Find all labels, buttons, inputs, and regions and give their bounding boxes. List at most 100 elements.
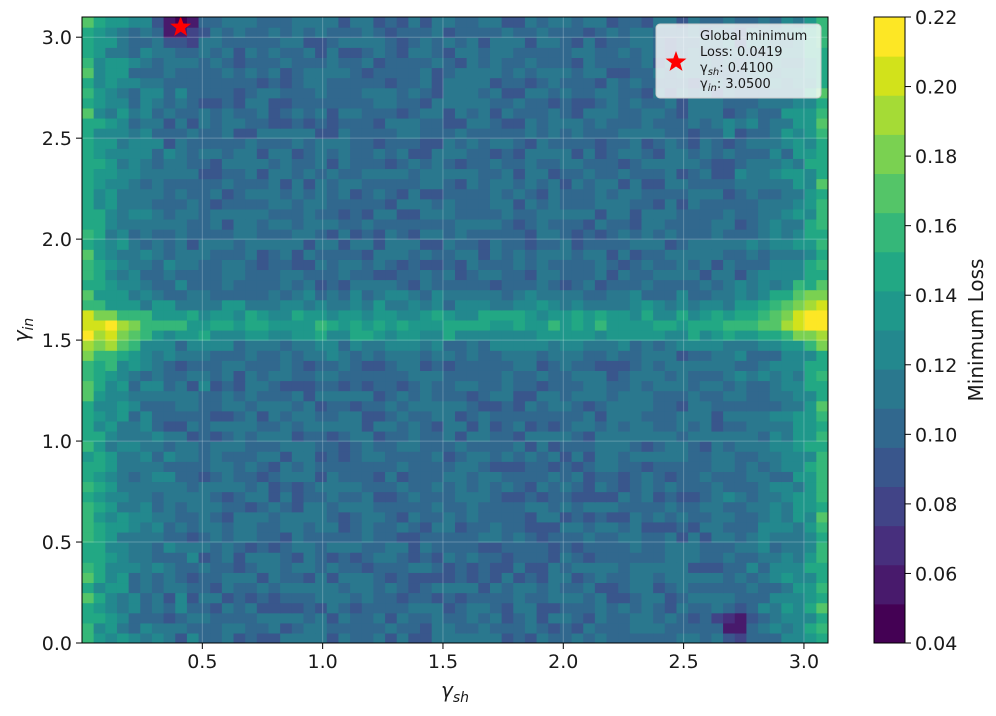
contour-cell <box>781 299 794 311</box>
contour-cell <box>781 148 794 159</box>
contour-cell <box>641 582 654 594</box>
contour-cell <box>256 57 270 69</box>
contour-cell <box>291 350 305 361</box>
contour-cell <box>443 461 456 472</box>
contour-cell <box>163 27 176 38</box>
contour-cell <box>116 521 130 533</box>
contour-cell <box>385 632 398 643</box>
contour-cell <box>478 269 491 281</box>
contour-cell <box>688 360 701 371</box>
contour-cell <box>396 501 409 513</box>
contour-cell <box>641 208 654 220</box>
contour-cell <box>303 430 316 442</box>
contour-cell <box>618 57 631 69</box>
contour-cell <box>524 572 538 584</box>
contour-cell <box>303 461 316 472</box>
contour-cell <box>618 562 631 573</box>
contour-cell <box>350 632 363 643</box>
contour-cell <box>420 218 433 230</box>
contour-cell <box>594 208 608 220</box>
contour-cell <box>361 128 375 139</box>
contour-cell <box>326 128 340 139</box>
contour-cell <box>816 128 828 139</box>
contour-cell <box>711 542 724 553</box>
contour-cell <box>758 350 771 361</box>
contour-cell <box>688 309 701 321</box>
contour-cell <box>641 350 654 361</box>
contour-cell <box>82 380 95 392</box>
contour-cell <box>186 441 200 452</box>
contour-cell <box>280 582 293 594</box>
contour-cell <box>478 299 491 311</box>
contour-cell <box>536 531 549 543</box>
contour-cell <box>350 572 363 584</box>
colorbar-band <box>874 134 905 174</box>
contour-cell <box>326 481 340 493</box>
contour-cell <box>245 239 258 250</box>
contour-cell <box>793 430 806 442</box>
contour-cell <box>769 158 782 170</box>
contour-cell <box>734 582 748 594</box>
contour-cell <box>315 198 328 210</box>
contour-cell <box>816 441 828 452</box>
contour-cell <box>116 370 130 382</box>
contour-cell <box>140 390 153 402</box>
contour-cell <box>781 229 794 240</box>
contour-cell <box>315 572 328 584</box>
contour-cell <box>653 552 666 563</box>
contour-cell <box>303 410 316 422</box>
contour-cell <box>140 188 153 200</box>
contour-cell <box>699 562 713 573</box>
contour-cell <box>548 340 561 351</box>
contour-cell <box>338 128 351 139</box>
contour-cell <box>163 501 176 513</box>
contour-cell <box>315 269 328 281</box>
contour-cell <box>256 97 270 109</box>
contour-cell <box>221 67 235 79</box>
contour-cell <box>198 501 211 513</box>
contour-cell <box>268 117 281 129</box>
contour-cell <box>723 410 736 422</box>
contour-cell <box>466 168 479 180</box>
contour-cell <box>699 552 713 563</box>
contour-cell <box>186 340 200 351</box>
contour-cell <box>769 17 782 28</box>
contour-cell <box>443 612 456 624</box>
contour-cell <box>408 360 421 371</box>
contour-cell <box>315 552 328 563</box>
contour-cell <box>163 562 176 573</box>
contour-cell <box>559 259 573 271</box>
contour-cell <box>443 309 456 321</box>
contour-cell <box>82 612 95 624</box>
contour-cell <box>303 622 316 634</box>
contour-cell <box>256 521 270 533</box>
contour-cell <box>408 259 421 271</box>
contour-cell <box>664 249 678 260</box>
contour-cell <box>629 17 643 28</box>
contour-cell <box>361 622 375 634</box>
contour-cell <box>769 380 782 392</box>
contour-cell <box>548 350 561 361</box>
contour-cell <box>326 340 340 351</box>
contour-cell <box>478 582 491 594</box>
contour-cell <box>116 87 130 99</box>
contour-cell <box>221 400 235 412</box>
contour-cell <box>501 188 514 200</box>
contour-cell <box>746 168 759 180</box>
contour-cell <box>594 27 608 38</box>
contour-cell <box>711 360 724 371</box>
contour-cell <box>221 87 235 99</box>
contour-cell <box>315 380 328 392</box>
contour-cell <box>116 461 130 472</box>
contour-cell <box>431 198 444 210</box>
contour-cell <box>373 57 386 69</box>
contour-cell <box>93 380 106 392</box>
contour-cell <box>466 350 479 361</box>
contour-cell <box>455 531 468 543</box>
contour-cell <box>559 430 573 442</box>
contour-cell <box>186 632 200 643</box>
contour-cell <box>221 107 235 119</box>
contour-cell <box>116 37 130 48</box>
contour-cell <box>280 249 293 260</box>
contour-cell <box>455 259 468 271</box>
